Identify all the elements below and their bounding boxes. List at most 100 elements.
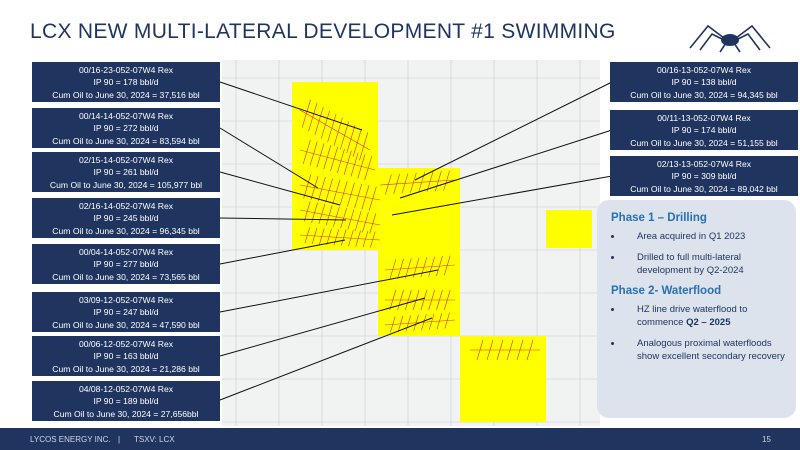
lateral bbox=[412, 267, 417, 278]
lateral bbox=[357, 210, 362, 221]
lateral bbox=[340, 135, 345, 150]
well-callout: 00/04-14-052-07W4 Rex IP 90 = 277 bbl/d Cu… bbox=[32, 244, 220, 284]
lateral bbox=[306, 201, 311, 212]
lateral bbox=[350, 209, 355, 220]
lateral bbox=[325, 190, 330, 203]
lateral bbox=[336, 229, 340, 238]
lateral bbox=[496, 349, 501, 361]
lateral bbox=[340, 237, 344, 246]
lateral bbox=[357, 230, 361, 239]
lateral bbox=[337, 160, 342, 173]
lateral bbox=[359, 146, 364, 161]
lateral bbox=[333, 216, 337, 227]
lateral bbox=[429, 171, 434, 182]
callout-line: IP 90 = 189 bbl/d bbox=[93, 396, 159, 407]
leader-line bbox=[414, 81, 613, 181]
lateral bbox=[389, 269, 394, 280]
lateral bbox=[357, 183, 363, 196]
lateral bbox=[400, 289, 404, 301]
lateral bbox=[479, 339, 484, 351]
callout-line: 00/04-14-052-07W4 Rex bbox=[78, 247, 174, 257]
lateral bbox=[401, 183, 406, 194]
lateral bbox=[372, 213, 377, 224]
lateral bbox=[499, 339, 504, 351]
leader-line bbox=[219, 127, 319, 189]
lateral bbox=[400, 258, 404, 269]
lateral bbox=[506, 349, 511, 361]
lateral bbox=[309, 153, 314, 166]
leader-line bbox=[219, 317, 433, 401]
well-callout: 00/14-14-052-07W4 Rex IP 90 = 272 bbl/d Cu… bbox=[32, 108, 220, 148]
lateral bbox=[304, 235, 308, 244]
leader-line bbox=[219, 171, 341, 206]
lateral bbox=[392, 316, 396, 325]
lateral bbox=[306, 139, 311, 152]
lateral bbox=[320, 124, 326, 139]
callout-line: 02/16-14-052-07W4 Rex bbox=[78, 201, 174, 211]
callout-line: 00/06-12-052-07W4 Rex bbox=[78, 339, 174, 349]
lateral bbox=[354, 152, 359, 165]
lateral bbox=[343, 181, 348, 194]
lateral bbox=[302, 151, 308, 164]
lateral bbox=[362, 222, 366, 233]
lateral bbox=[362, 239, 366, 248]
lateral bbox=[346, 139, 352, 154]
lateral bbox=[321, 228, 325, 237]
leader-line bbox=[219, 297, 426, 357]
lateral bbox=[308, 117, 314, 132]
callout-line: IP 90 = 178 bbl/d bbox=[93, 77, 159, 88]
phase-heading: Phase 2- Waterflood bbox=[611, 285, 722, 297]
callout-line: IP 90 = 174 bbl/d bbox=[671, 125, 737, 136]
bullet: Drilled to full multi-lateral developmen… bbox=[623, 251, 786, 277]
lateral bbox=[310, 187, 315, 200]
lateral bbox=[368, 198, 374, 211]
lateral bbox=[333, 147, 338, 160]
lateral bbox=[347, 150, 352, 163]
lateral bbox=[384, 264, 456, 271]
lateral bbox=[439, 256, 443, 267]
lateral bbox=[350, 230, 354, 239]
lateral bbox=[444, 320, 448, 329]
lateral bbox=[320, 143, 325, 156]
lateral bbox=[370, 239, 374, 248]
lateral bbox=[408, 289, 412, 301]
lateral bbox=[446, 170, 450, 181]
well-callout: 02/16-14-052-07W4 Rex IP 90 = 245 bbl/d Cu… bbox=[32, 198, 220, 238]
lateral bbox=[396, 173, 400, 184]
lateral bbox=[486, 349, 491, 361]
callout-line: Cum Oil to June 30, 2024 = 105,977 bbl bbox=[49, 179, 203, 190]
lateral bbox=[443, 265, 448, 276]
lateral bbox=[446, 312, 450, 321]
callout-line: Cum Oil to June 30, 2024 = 94,345 bbl bbox=[630, 89, 778, 100]
lateral bbox=[388, 174, 392, 185]
lateral bbox=[426, 181, 431, 192]
lateral bbox=[415, 257, 420, 268]
well-callout: 02/15-14-052-07W4 Rex IP 90 = 261 bbl/d Cu… bbox=[32, 152, 220, 192]
lateral bbox=[367, 156, 373, 169]
leader-line bbox=[219, 269, 439, 313]
callout-line: Cum Oil to June 30, 2024 = 89,042 bbl bbox=[630, 183, 778, 194]
well-callout: 00/16-23-052-07W4 Rex IP 90 = 178 bbl/d Cu… bbox=[32, 62, 220, 102]
lateral bbox=[421, 172, 425, 183]
callout-line: 00/16-23-052-07W4 Rex bbox=[78, 65, 174, 75]
lateral bbox=[299, 149, 376, 171]
callout-line: IP 90 = 163 bbl/d bbox=[93, 351, 159, 362]
lateral bbox=[476, 349, 481, 361]
lateral bbox=[350, 182, 355, 195]
callout-line: IP 90 = 247 bbl/d bbox=[93, 307, 159, 318]
lateral bbox=[489, 339, 494, 351]
lateral bbox=[299, 109, 371, 151]
lateral bbox=[299, 209, 381, 226]
callout-line: 02/15-14-052-07W4 Rex bbox=[78, 155, 174, 165]
lateral bbox=[418, 182, 422, 193]
lateral bbox=[347, 219, 352, 230]
callout-line: IP 90 = 138 bbl/d bbox=[671, 77, 737, 88]
lateral bbox=[431, 289, 435, 301]
lateral bbox=[431, 256, 435, 267]
lateral bbox=[400, 315, 404, 324]
lateral bbox=[404, 173, 409, 184]
lateral bbox=[318, 214, 323, 225]
lateral bbox=[318, 106, 324, 121]
callout-line: IP 90 = 261 bbl/d bbox=[93, 167, 159, 178]
